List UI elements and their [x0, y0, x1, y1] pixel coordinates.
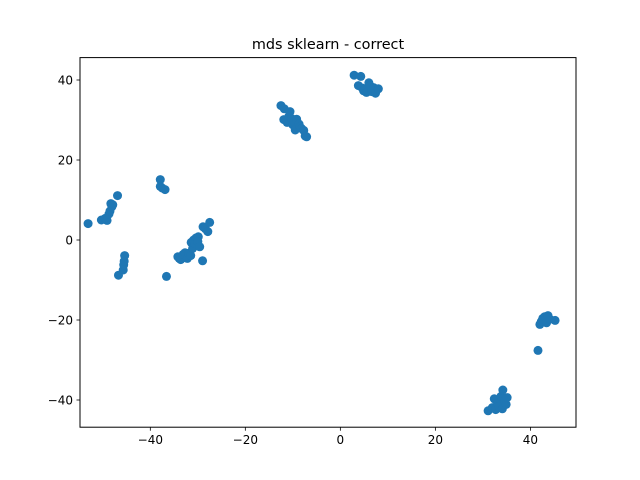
- scatter-point-0-19: [161, 271, 171, 281]
- scatter-point-0-92: [502, 393, 512, 403]
- scatter-point-0-91: [501, 399, 511, 409]
- y-tick-label-4: 40: [58, 73, 73, 87]
- data-points: [83, 70, 560, 416]
- scatter-point-0-9: [113, 191, 123, 201]
- scatter-point-0-71: [373, 84, 383, 94]
- y-tick-label-3: 20: [58, 153, 73, 167]
- scatter-point-0-80: [550, 315, 560, 325]
- x-tick-label-1: −20: [233, 433, 258, 447]
- x-tick-label-2: 0: [337, 433, 345, 447]
- x-tick-label-0: −40: [138, 433, 163, 447]
- scatter-point-0-46: [285, 107, 295, 117]
- scatter-point-0-36: [198, 256, 208, 266]
- x-axis-ticks: −40 −20 0 20 40: [138, 427, 538, 447]
- scatter-point-0-35: [195, 242, 205, 252]
- y-axis-ticks: −40 −20 0 20 40: [48, 73, 80, 407]
- scatter-point-0-27: [186, 251, 196, 261]
- scatter-point-0-72: [533, 345, 543, 355]
- plot-area-frame: [79, 57, 577, 428]
- scatter-point-0-8: [108, 200, 118, 210]
- y-tick-label-2: 0: [65, 233, 73, 247]
- scatter-point-0-15: [155, 175, 165, 185]
- y-tick-label-1: −20: [48, 313, 73, 327]
- scatter-point-0-60: [356, 71, 366, 81]
- y-tick-label-0: −40: [48, 393, 73, 407]
- scatter-point-0-39: [203, 227, 213, 237]
- scatter-point-0-57: [302, 132, 312, 142]
- x-tick-label-3: 20: [428, 433, 443, 447]
- scatter-point-0-0: [83, 219, 93, 229]
- scatter-point-0-18: [160, 185, 170, 195]
- scatter-point-0-40: [205, 217, 215, 227]
- scatter-point-0-14: [120, 251, 130, 261]
- scatter-point-0-89: [498, 385, 508, 395]
- scatter-point-0-58: [349, 70, 359, 80]
- chart-title: mds sklearn - correct: [252, 37, 405, 53]
- x-tick-label-4: 40: [523, 433, 538, 447]
